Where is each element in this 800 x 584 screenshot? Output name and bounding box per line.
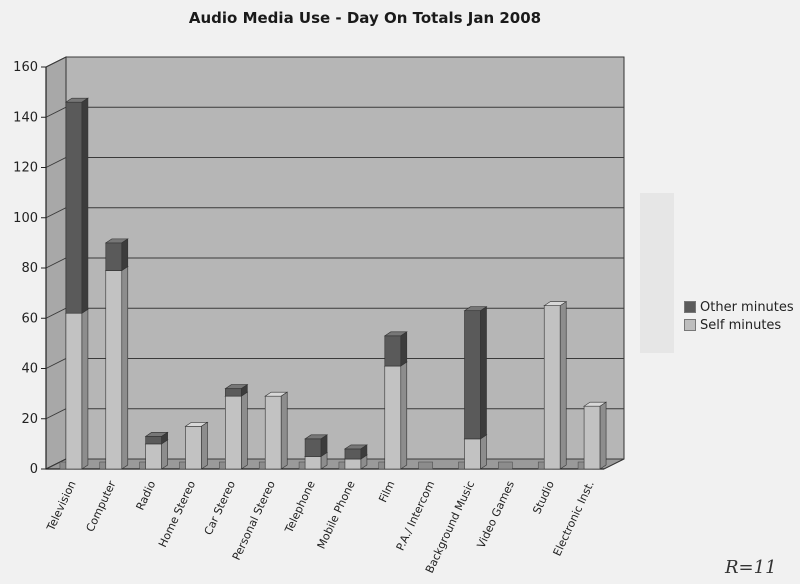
y-tick-label: 140 bbox=[13, 110, 38, 125]
bar-self bbox=[65, 312, 83, 470]
legend-item-self: Self minutes bbox=[684, 316, 794, 334]
bar-self-side bbox=[201, 421, 208, 470]
bar-self bbox=[583, 405, 601, 470]
bar-self-side bbox=[400, 361, 408, 470]
bar-self-side bbox=[559, 301, 567, 470]
bar-self bbox=[145, 443, 162, 470]
y-tick-label: 60 bbox=[21, 311, 38, 326]
bar-self-side bbox=[280, 391, 288, 470]
x-tick-label: Mobile Phone bbox=[315, 479, 358, 551]
bar-self bbox=[304, 456, 322, 470]
x-tick-label: Car Stereo bbox=[202, 479, 239, 538]
bar-self bbox=[264, 395, 282, 470]
bar-self bbox=[344, 458, 362, 470]
x-tick-label: Film bbox=[376, 479, 397, 505]
bar-other bbox=[464, 310, 481, 440]
legend-swatch-other bbox=[684, 301, 696, 313]
x-tick-label: Television bbox=[44, 479, 79, 534]
y-tick-label: 160 bbox=[13, 60, 38, 75]
bar-other bbox=[65, 101, 83, 314]
bar-other-side bbox=[81, 97, 89, 314]
bar-self bbox=[384, 365, 402, 470]
bar-self-side bbox=[81, 308, 89, 470]
bar-other-side bbox=[121, 238, 129, 272]
x-tick-label: Radio bbox=[134, 479, 159, 513]
bar-other bbox=[145, 436, 162, 445]
legend-item-other: Other minutes bbox=[684, 298, 794, 316]
bar-self bbox=[543, 305, 561, 470]
x-tick-label: P.A./ Intercom bbox=[394, 479, 438, 553]
bar-self bbox=[225, 395, 242, 470]
handwritten-signature: R=11 bbox=[725, 557, 777, 578]
x-tick-label: Video Games bbox=[475, 479, 518, 551]
floor-stub bbox=[418, 461, 433, 470]
bar-other bbox=[225, 388, 242, 397]
x-tick-label: Personal Stereo bbox=[230, 479, 278, 563]
bar-self bbox=[464, 438, 481, 470]
bar-other-side bbox=[360, 444, 368, 460]
bar-other bbox=[105, 242, 123, 271]
x-tick-label: Computer bbox=[84, 478, 119, 533]
y-tick-label: 40 bbox=[21, 362, 38, 377]
bar-self-side bbox=[599, 401, 607, 470]
legend-label-self: Self minutes bbox=[700, 317, 782, 333]
legend: Other minutes Self minutes bbox=[684, 298, 794, 334]
bar-other-side bbox=[241, 384, 248, 397]
bar-other bbox=[304, 438, 322, 457]
x-tick-label: Home Stereo bbox=[156, 479, 198, 550]
chart-title: Audio Media Use - Day On Totals Jan 2008 bbox=[188, 9, 542, 27]
bar-other-side bbox=[161, 431, 168, 445]
bar-self-side bbox=[161, 439, 168, 470]
x-tick-label: Telephone bbox=[282, 479, 318, 536]
bar-other bbox=[344, 448, 362, 460]
bar-other bbox=[384, 335, 402, 367]
y-tick-label: 0 bbox=[30, 462, 38, 477]
y-tick-label: 100 bbox=[13, 211, 38, 226]
bar-self-side bbox=[241, 391, 248, 470]
x-tick-label: Electronic Inst. bbox=[551, 479, 597, 558]
bar-other-side bbox=[320, 434, 328, 457]
bar-self-side bbox=[480, 434, 487, 470]
gridline bbox=[45, 56, 624, 68]
bar-other-side bbox=[400, 331, 408, 367]
bar-self bbox=[185, 425, 202, 470]
plot-floor bbox=[45, 458, 625, 470]
floor-stub bbox=[498, 461, 513, 470]
legend-panel-background bbox=[640, 193, 674, 353]
y-tick-label: 20 bbox=[21, 412, 38, 427]
bar-self-side bbox=[121, 265, 129, 470]
legend-swatch-self bbox=[684, 319, 696, 331]
y-tick-label: 80 bbox=[21, 261, 38, 276]
bar-other-side bbox=[480, 306, 487, 440]
bar-self bbox=[105, 270, 123, 470]
x-tick-label: Studio bbox=[530, 479, 557, 516]
y-tick-label: 120 bbox=[13, 161, 38, 176]
legend-label-other: Other minutes bbox=[700, 299, 794, 315]
